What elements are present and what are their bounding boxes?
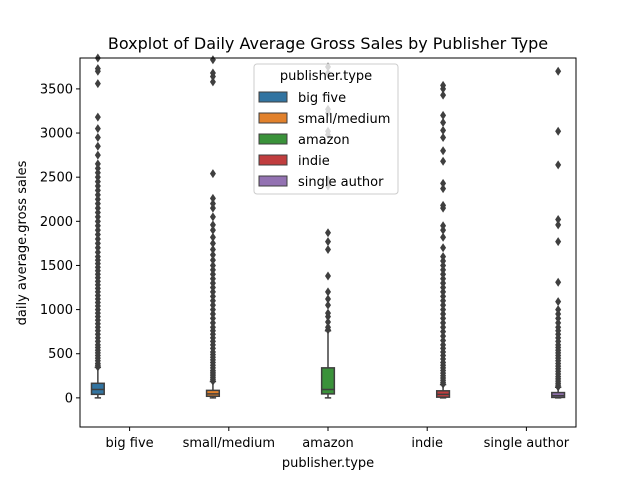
x-tick-label: indie [411,436,443,451]
outlier-point [325,271,331,281]
outlier-point [325,294,331,304]
y-tick-label: 1000 [40,303,73,318]
outlier-point [94,112,101,122]
outlier-point [555,160,562,170]
outlier-point [440,200,447,210]
x-axis-label: publisher.type [282,456,374,471]
outlier-point [209,193,216,203]
outlier-point [440,125,447,135]
chart-title: Boxplot of Daily Average Gross Sales by … [108,34,548,53]
outlier-point [555,305,562,315]
outlier-point [325,300,331,310]
plot-area [90,53,566,399]
y-tick-label: 1500 [40,259,73,274]
x-tick-label: big five [106,436,154,451]
outlier-point [209,238,216,248]
legend-frame [253,63,399,195]
y-tick-label: 500 [48,347,73,362]
outlier-point [555,215,562,225]
outlier-point [94,79,101,89]
y-tick-label: 3000 [40,127,73,142]
y-axis: 0 500 1000 1500 2000 2500 3000 3500 [40,82,80,406]
legend-label: big five [298,91,346,106]
x-tick-label: small/medium [183,436,275,451]
outlier-point [209,232,216,242]
outlier-point [209,68,216,78]
legend: publisher.type big five small/medium amazo… [253,63,399,195]
legend-swatch [258,91,288,103]
box-group-big-five [90,53,105,399]
outlier-point [325,237,331,247]
legend-label: small/medium [298,112,390,127]
outlier-point [94,64,101,74]
outlier-point [440,178,447,188]
outlier-point [440,252,447,262]
legend-label: single author [298,175,384,190]
outlier-point [440,232,447,242]
outlier-point [555,277,562,287]
outlier-point [325,287,331,297]
x-tick-label: amazon [302,436,354,451]
y-tick-label: 3500 [40,82,73,97]
outlier-point [440,221,447,231]
outlier-point [209,245,216,255]
box-group-single-author [551,66,566,399]
outlier-point [209,169,216,179]
outlier-point [440,146,447,156]
box-group-indie [435,80,451,399]
outlier-point [209,212,216,222]
outlier-point [440,156,447,166]
outlier-point [209,250,216,260]
box [320,367,336,395]
legend-title: publisher.type [280,69,372,84]
outlier-point [440,110,447,120]
legend-swatch [258,133,288,145]
y-tick-label: 2500 [40,171,73,186]
x-tick-label: single author [484,436,570,451]
outlier-point [325,322,331,332]
outlier-point [440,117,447,127]
outlier-point [209,77,216,87]
outlier-point [94,159,101,169]
legend-label: amazon [298,133,350,148]
outlier-point [325,317,331,327]
y-tick-label: 2000 [40,215,73,230]
legend-swatch [258,154,288,166]
outlier-point [209,260,216,270]
outlier-point [94,124,101,134]
outlier-point [440,132,447,142]
outlier-point [94,141,101,151]
y-axis-label: daily average.gross sales [15,160,30,325]
legend-items: big five small/medium amazon indie single au… [258,91,390,190]
outlier-point [440,184,447,194]
outlier-point [325,228,331,238]
x-axis: big five small/medium amazon indie single au… [106,427,570,451]
outlier-point [555,126,562,136]
outlier-point [555,66,562,76]
outlier-point [209,255,216,265]
outlier-point [440,90,447,100]
outlier-point [209,225,216,235]
box-group-small-medium [205,55,221,399]
outlier-point [440,243,447,253]
y-tick-label: 0 [65,391,73,406]
outlier-point [209,199,216,209]
outlier-point [325,308,331,318]
outlier-point [94,132,101,142]
outlier-point [209,220,216,230]
outlier-point [94,150,101,160]
legend-swatch [258,112,288,124]
outlier-point [555,297,562,307]
outlier-point [555,237,562,247]
legend-label: indie [298,154,330,169]
outlier-point [440,80,447,90]
outlier-point [555,220,562,230]
outlier-point [325,245,331,255]
legend-swatch [258,175,288,187]
